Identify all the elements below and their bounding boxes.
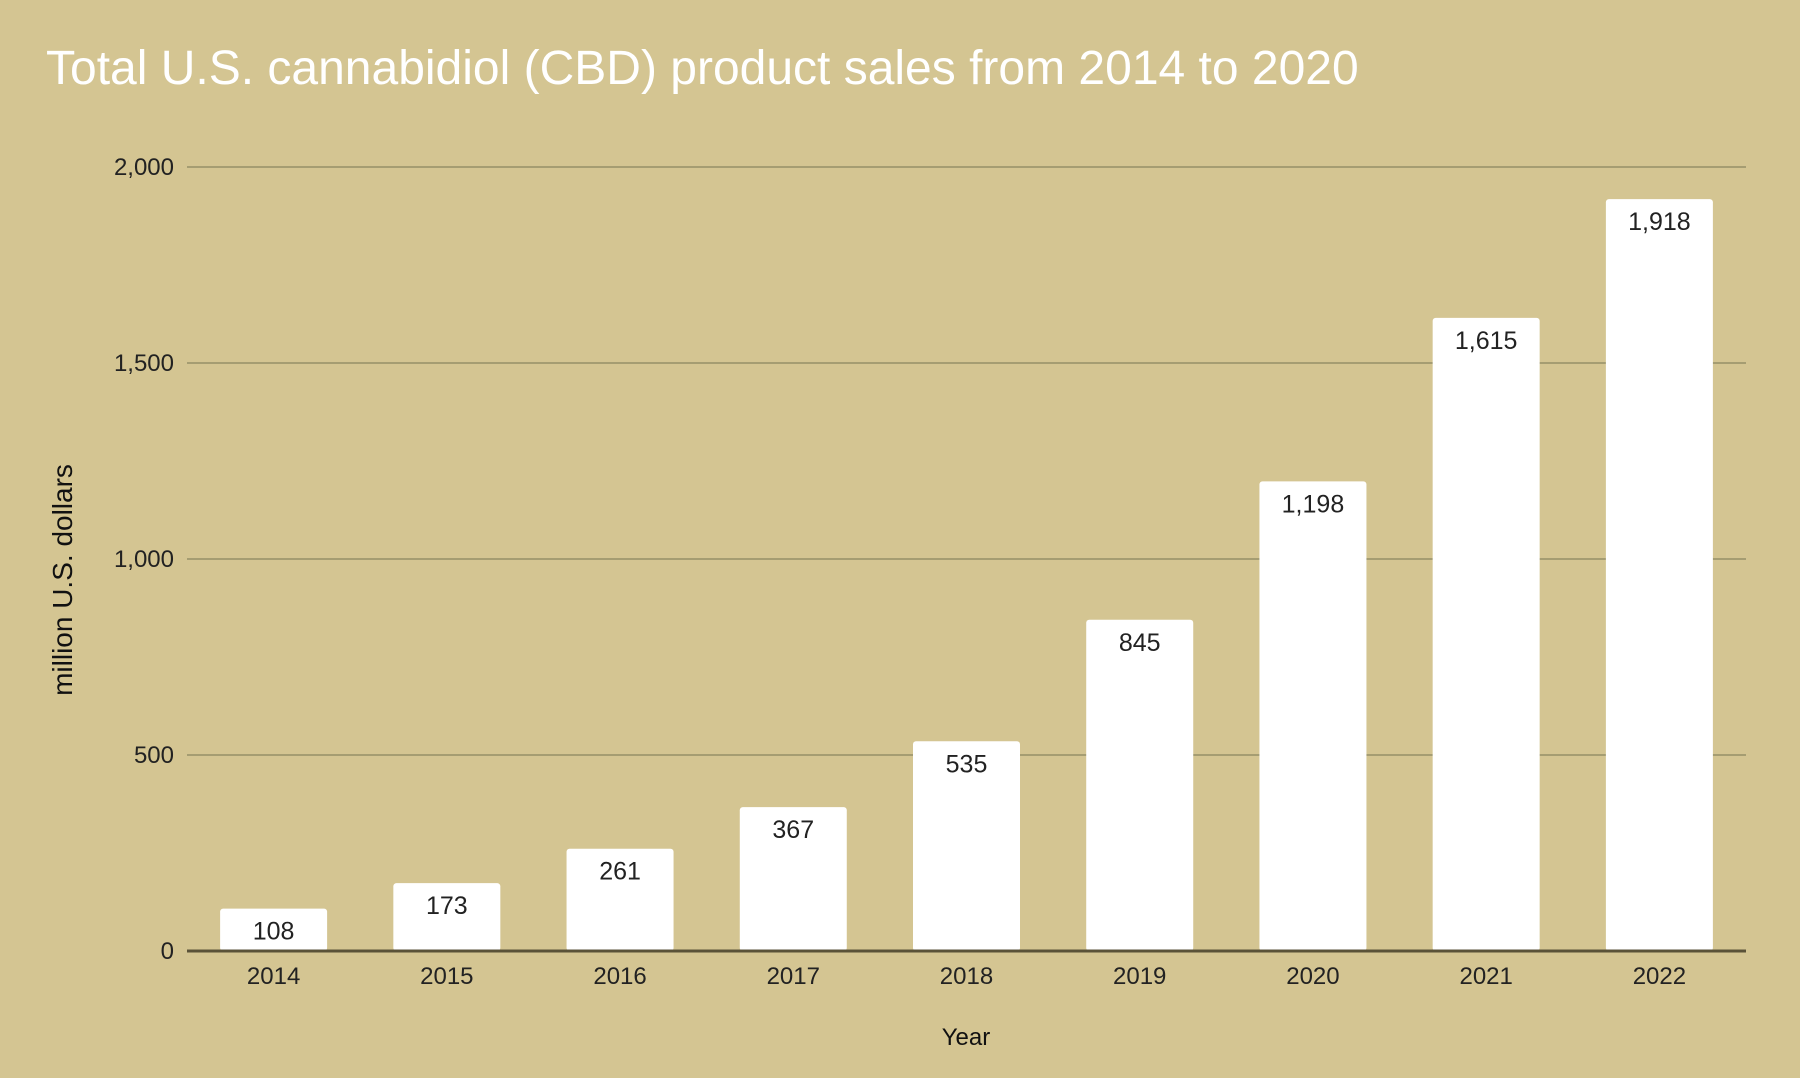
bar-2021 bbox=[1432, 317, 1540, 951]
y-tick-label: 1,000 bbox=[114, 546, 174, 573]
data-label: 1,918 bbox=[1628, 208, 1691, 236]
bar-2014 bbox=[220, 908, 328, 951]
x-axis-ticks: 2014 2015 2016 2017 2018 2019 2020 2021 2022 bbox=[247, 963, 1686, 990]
y-tick-label: 0 bbox=[161, 938, 174, 965]
y-axis-label: million U.S. dollars bbox=[47, 464, 78, 696]
x-tick-label: 2019 bbox=[1113, 963, 1166, 990]
data-label: 261 bbox=[599, 858, 641, 886]
data-label: 845 bbox=[1119, 629, 1161, 657]
x-tick-label: 2021 bbox=[1459, 963, 1512, 990]
bar-2018 bbox=[913, 741, 1020, 951]
x-tick-label: 2018 bbox=[940, 963, 993, 990]
bars bbox=[220, 199, 1713, 952]
data-label: 108 bbox=[253, 918, 295, 946]
data-label: 367 bbox=[772, 816, 814, 844]
data-label: 1,615 bbox=[1455, 327, 1518, 355]
bar-2017 bbox=[739, 807, 847, 951]
y-tick-label: 500 bbox=[134, 742, 174, 769]
x-tick-label: 2017 bbox=[767, 963, 820, 990]
x-tick-label: 2020 bbox=[1286, 963, 1339, 990]
data-label: 535 bbox=[946, 750, 988, 778]
chart-title: Total U.S. cannabidiol (CBD) product sal… bbox=[46, 42, 1359, 95]
y-tick-label: 2,000 bbox=[114, 154, 174, 181]
x-tick-label: 2022 bbox=[1633, 963, 1686, 990]
bar-2020 bbox=[1259, 481, 1367, 951]
y-tick-label: 1,500 bbox=[114, 350, 174, 377]
data-label: 1,198 bbox=[1282, 490, 1345, 518]
data-labels: 108 173 261 367 535 845 1,198 1,615 1,918 bbox=[253, 208, 1691, 946]
x-tick-label: 2014 bbox=[247, 963, 300, 990]
x-tick-label: 2016 bbox=[593, 963, 646, 990]
bar-2022 bbox=[1605, 199, 1713, 952]
bar-2019 bbox=[1086, 619, 1194, 951]
bar-2015 bbox=[393, 883, 501, 951]
bar-2016 bbox=[566, 848, 674, 951]
data-label: 173 bbox=[426, 892, 468, 920]
x-axis-label: Year bbox=[942, 1024, 991, 1051]
x-tick-label: 2015 bbox=[420, 963, 473, 990]
y-axis-ticks: 0 500 1,000 1,500 2,000 bbox=[114, 154, 174, 965]
